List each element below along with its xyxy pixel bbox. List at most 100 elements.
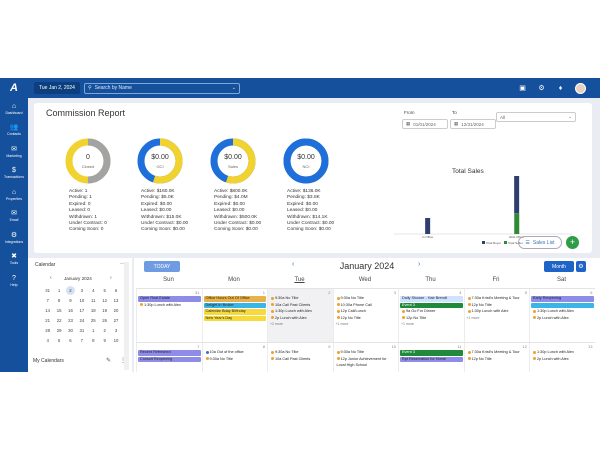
- mini-day[interactable]: 15: [53, 308, 64, 313]
- from-date-input[interactable]: ▦ 01/01/2024: [402, 119, 448, 129]
- mini-day[interactable]: 13: [110, 298, 121, 303]
- mini-day[interactable]: 26: [99, 318, 110, 323]
- calendar-event[interactable]: 12p No Title: [466, 357, 529, 363]
- mini-day[interactable]: 23: [65, 318, 76, 323]
- mini-day[interactable]: 30: [65, 328, 76, 333]
- mini-day[interactable]: 11: [88, 298, 99, 303]
- mini-day[interactable]: 12: [99, 298, 110, 303]
- sidebar-item-integrations[interactable]: ⚙ Integrations: [0, 227, 28, 249]
- gear-icon[interactable]: ⚙: [538, 85, 545, 92]
- calendar-day-cell[interactable]: 7 Recent Refreshed Consult Reopening: [136, 342, 202, 372]
- mini-day[interactable]: 1: [53, 288, 64, 293]
- calendar-event[interactable]: 1:30p Lunch with Alex: [531, 309, 594, 315]
- more-events-link[interactable]: +1 more: [335, 322, 349, 327]
- more-events-link[interactable]: +2 more: [270, 322, 283, 327]
- calendar-event[interactable]: 9:30a No Title: [269, 296, 332, 302]
- pencil-icon[interactable]: ✎: [106, 358, 112, 364]
- calendar-event[interactable]: Consult Reopening: [138, 356, 201, 363]
- mini-day[interactable]: 7: [76, 338, 87, 343]
- calendar-event[interactable]: 2p Lunch with Alex: [531, 357, 594, 363]
- mini-day[interactable]: 16: [65, 308, 76, 313]
- mini-day[interactable]: 10: [110, 338, 121, 343]
- calendar-event[interactable]: 2p Lunch with Alex: [269, 316, 332, 322]
- calendar-event[interactable]: 12p Junior Achievement for: [335, 357, 398, 363]
- calendar-event[interactable]: 12p No Title: [466, 303, 529, 309]
- calendar-event[interactable]: 12p Call/Lunch: [335, 309, 398, 315]
- filter-select[interactable]: All ⌄: [496, 112, 576, 122]
- mini-prev-icon[interactable]: ‹: [50, 275, 52, 281]
- view-select-button[interactable]: Month: [544, 261, 574, 272]
- mini-day[interactable]: 21: [42, 318, 53, 323]
- calendar-event[interactable]: 9a Go For Dinner: [400, 309, 463, 315]
- mini-day[interactable]: 9: [99, 338, 110, 343]
- calendar-day-cell[interactable]: 1 Office Hours Out Of Office Delight In Br…: [201, 288, 267, 342]
- calendar-event[interactable]: Recent Refreshed: [138, 350, 201, 356]
- mini-day[interactable]: 27: [110, 318, 121, 323]
- mini-day[interactable]: 3: [110, 328, 121, 333]
- sidebar-item-dashboard[interactable]: ⌂ Dashboard: [0, 98, 28, 120]
- calendar-event[interactable]: Daily Shower - Hair Brendt: [400, 296, 463, 302]
- calendar-event[interactable]: Open Real Estate: [138, 296, 201, 302]
- next-month-icon[interactable]: ›: [418, 261, 421, 268]
- mini-day[interactable]: 24: [76, 318, 87, 323]
- mini-day[interactable]: 4: [42, 338, 53, 343]
- calendar-event[interactable]: 12p No Title: [400, 316, 463, 322]
- more-events-link[interactable]: +1 more: [401, 322, 414, 327]
- to-date-input[interactable]: ▦ 12/31/2024: [450, 119, 496, 129]
- mini-day[interactable]: 1: [88, 328, 99, 333]
- mini-day[interactable]: 20: [110, 308, 121, 313]
- mini-day[interactable]: 3: [76, 288, 87, 293]
- calendar-day-cell[interactable]: 9 9:30a No Title 10a Call Past Clients: [267, 342, 333, 372]
- calendar-event[interactable]: Early Reopening: [531, 296, 594, 302]
- calendar-day-cell[interactable]: 5 7:30a Kristi's Meeting & Tour 12p No Tit…: [463, 288, 529, 342]
- calendar-event[interactable]: Event 3: [400, 350, 463, 356]
- mini-day[interactable]: 8: [53, 298, 64, 303]
- calendar-event[interactable]: 9:30a No Title: [269, 350, 332, 356]
- gear-icon[interactable]: ⚙: [576, 261, 586, 272]
- mini-day[interactable]: 2: [99, 328, 110, 333]
- calendar-event[interactable]: 2p Lunch with Alex: [531, 316, 594, 322]
- mini-day[interactable]: 9: [65, 298, 76, 303]
- avatar[interactable]: [575, 82, 586, 94]
- calendar-day-cell[interactable]: 3 9:30a No Title 10:30a Phone Call 12p Call…: [332, 288, 398, 342]
- calendar-event[interactable]: Event 3: [400, 302, 463, 309]
- more-icon[interactable]: ⋮: [120, 358, 126, 364]
- mini-day[interactable]: 31: [42, 288, 53, 293]
- calendar-event[interactable]: 9:30a No Title: [335, 296, 398, 302]
- mini-day[interactable]: 28: [42, 328, 53, 333]
- calendar-event[interactable]: 10:30a Phone Call: [335, 303, 398, 309]
- mini-day[interactable]: 22: [53, 318, 64, 323]
- calendar-day-cell[interactable]: 6 Early Reopening 1:30p Lunch with Alex 2p …: [529, 288, 595, 342]
- calendar-event[interactable]: 9:30a No Title: [335, 350, 398, 356]
- calendar-event[interactable]: New Year's Day: [203, 315, 266, 322]
- sidebar-item-help[interactable]: ? Help: [0, 270, 28, 292]
- calendar-event[interactable]: 1:30p Lunch with Alex: [138, 303, 201, 309]
- sidebar-item-properties[interactable]: ⌂ Properties: [0, 184, 28, 206]
- collapse-icon[interactable]: —: [120, 261, 125, 267]
- calendar-event[interactable]: 7:30a Kristi's Meeting & Tour: [466, 296, 529, 302]
- calendar-event[interactable]: 7:30a Kristi's Meeting & Tour: [466, 350, 529, 356]
- calendar-event[interactable]: [531, 302, 594, 309]
- sales-list-button[interactable]: ☰ Sales List: [518, 236, 562, 249]
- calendar-event[interactable]: 12p No Title: [335, 316, 398, 322]
- sidebar-item-marketing[interactable]: ✉ Marketing: [0, 141, 28, 163]
- mini-day[interactable]: 4: [88, 288, 99, 293]
- today-button[interactable]: TODAY: [144, 261, 180, 272]
- calendar-event[interactable]: 10a Call Past Clients: [269, 357, 332, 363]
- calendar-event[interactable]: Office Hours Out Of Office: [203, 296, 266, 302]
- mini-day[interactable]: 25: [88, 318, 99, 323]
- prev-month-icon[interactable]: ‹: [292, 261, 295, 268]
- mini-day[interactable]: 18: [88, 308, 99, 313]
- calendar-event[interactable]: Calendar Bday Birthday: [203, 309, 266, 315]
- calendar-event[interactable]: 10a Out of the office: [204, 350, 267, 356]
- search-input[interactable]: ⚲ Search by Name ⌄: [83, 82, 240, 94]
- mini-day[interactable]: 31: [76, 328, 87, 333]
- mini-day[interactable]: 8: [88, 338, 99, 343]
- app-logo[interactable]: A: [10, 82, 18, 94]
- calendar-day-cell[interactable]: 2 9:30a No Title 10a Call Past Clients 1:30…: [267, 288, 333, 342]
- calendar-event[interactable]: 1:30p Lunch with Alex: [466, 309, 529, 315]
- calendar-event[interactable]: 10a Call Past Clients: [269, 303, 332, 309]
- sidebar-item-tools[interactable]: ✖ Tools: [0, 249, 28, 271]
- calendar-event[interactable]: Rpt Reservation for Home: [400, 356, 463, 363]
- calendar-event[interactable]: Local High School: [335, 363, 398, 369]
